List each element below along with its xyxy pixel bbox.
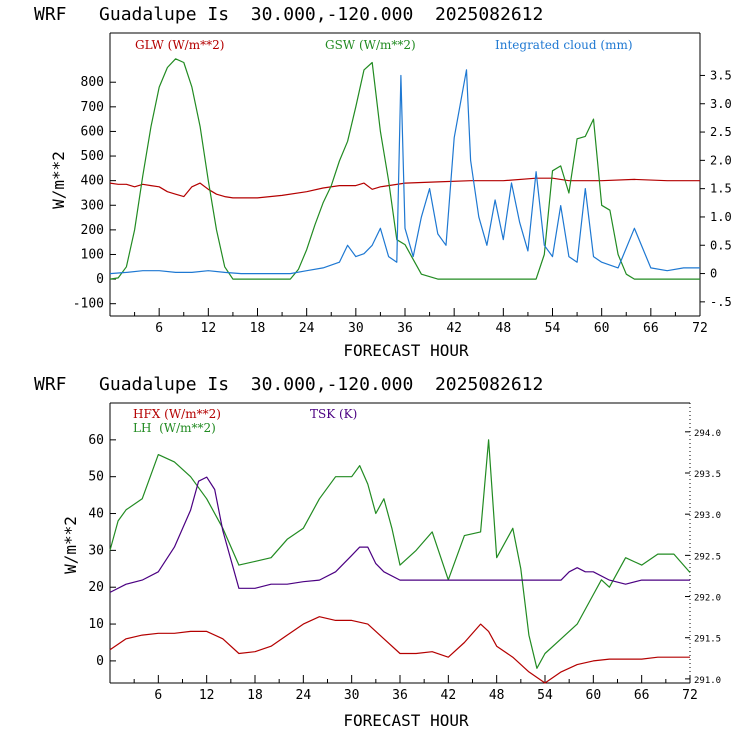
legend-tsk: TSK (K) xyxy=(310,407,357,421)
y-tick-label: 20 xyxy=(88,580,104,595)
series-line-0-1 xyxy=(109,58,700,280)
y2-tick-label: -.5 xyxy=(710,295,732,309)
y2-tick-label: 294.0 xyxy=(694,429,721,439)
x-tick-label: 60 xyxy=(594,321,610,336)
x-tick-label: 60 xyxy=(586,688,602,703)
y2-tick-label: 2.5 xyxy=(710,125,732,139)
top-chart-title: WRF Guadalupe Is 30.000,-120.000 2025082… xyxy=(34,4,543,25)
x-tick-label: 24 xyxy=(296,688,312,703)
y2-tick-label: 3.0 xyxy=(710,97,732,111)
legend-lh: LH (W/m**2) xyxy=(133,421,216,435)
x-tick-label: 12 xyxy=(199,688,215,703)
x-tick-label: 72 xyxy=(692,321,708,336)
y2-tick-label: 291.0 xyxy=(694,676,721,686)
bottom-y-axis-label: W/m**2 xyxy=(61,516,80,574)
x-tick-label: 72 xyxy=(682,688,698,703)
x-tick-label: 6 xyxy=(154,688,162,703)
x-tick-label: 66 xyxy=(643,321,659,336)
top-axes: 6 12 18 24 30 36 42 48 54 60 66 72 -100 0 100 200 300 400… xyxy=(73,32,732,336)
y-tick-label: 600 xyxy=(81,124,104,139)
legend-glw: GLW (W/m**2) xyxy=(135,38,224,52)
x-tick-label: 36 xyxy=(392,688,408,703)
x-tick-label: 42 xyxy=(441,688,457,703)
y2-tick-label: 0 xyxy=(710,267,717,281)
y2-tick-label: 1.0 xyxy=(710,210,732,224)
x-tick-label: 42 xyxy=(446,321,462,336)
y2-tick-label: 292.0 xyxy=(694,594,721,604)
bottom-chart-title: WRF Guadalupe Is 30.000,-120.000 2025082… xyxy=(34,374,543,395)
y2-tick-label: 293.5 xyxy=(694,470,721,480)
y-tick-label: 400 xyxy=(81,174,104,189)
y2-tick-label: 1.5 xyxy=(710,182,732,196)
x-tick-label: 12 xyxy=(201,321,217,336)
y-tick-label: 30 xyxy=(88,543,104,558)
y2-tick-label: 2.0 xyxy=(710,153,732,167)
y2-tick-label: 0.5 xyxy=(710,238,732,252)
x-tick-label: 48 xyxy=(496,321,512,336)
x-tick-label: 36 xyxy=(397,321,413,336)
y-tick-label: 500 xyxy=(81,149,104,164)
top-panel: WRF Guadalupe Is 30.000,-120.000 2025082… xyxy=(34,4,732,360)
x-tick-label: 66 xyxy=(634,688,650,703)
y2-tick-label: 292.5 xyxy=(694,552,721,562)
y-tick-label: 40 xyxy=(88,507,104,522)
y-tick-label: 800 xyxy=(81,75,104,90)
bottom-series-lines xyxy=(109,439,691,684)
x-tick-label: 18 xyxy=(250,321,266,336)
x-tick-label: 30 xyxy=(344,688,360,703)
y-tick-label: 200 xyxy=(81,223,104,238)
x-tick-label: 24 xyxy=(299,321,315,336)
x-tick-label: 30 xyxy=(348,321,364,336)
series-line-1-0 xyxy=(109,616,690,684)
y-tick-label: 0 xyxy=(96,272,104,287)
y2-tick-label: 3.5 xyxy=(710,68,732,82)
y-tick-label: 700 xyxy=(81,100,104,115)
x-tick-label: 48 xyxy=(489,688,505,703)
y-tick-label: 300 xyxy=(81,198,104,213)
y2-tick-label: 293.0 xyxy=(694,511,721,521)
series-line-1-2 xyxy=(109,476,690,593)
y2-tick-label: 291.5 xyxy=(694,635,721,645)
top-x-axis-label: FORECAST HOUR xyxy=(343,341,469,360)
legend-cloud: Integrated cloud (mm) xyxy=(495,38,633,52)
y-tick-label: 0 xyxy=(96,654,104,669)
y-tick-label: 10 xyxy=(88,617,104,632)
bottom-x-axis-label: FORECAST HOUR xyxy=(343,711,469,730)
series-line-0-0 xyxy=(109,177,700,199)
x-tick-label: 54 xyxy=(545,321,561,336)
x-tick-label: 54 xyxy=(537,688,553,703)
y-tick-label: 60 xyxy=(88,433,104,448)
legend-hfx: HFX (W/m**2) xyxy=(133,407,221,421)
legend-gsw: GSW (W/m**2) xyxy=(325,38,416,52)
y-tick-label: 50 xyxy=(88,470,104,485)
top-series-lines xyxy=(109,58,700,280)
top-y-axis-label: W/m**2 xyxy=(49,151,68,209)
x-tick-label: 18 xyxy=(247,688,263,703)
x-tick-label: 6 xyxy=(155,321,163,336)
bottom-panel: WRF Guadalupe Is 30.000,-120.000 2025082… xyxy=(34,374,721,730)
y-tick-label: 100 xyxy=(81,247,104,262)
series-line-0-2 xyxy=(109,69,700,275)
series-line-1-1 xyxy=(109,439,691,669)
bottom-axes: 6 12 18 24 30 36 42 48 54 60 66 72 0 10 20 30 40 50 60 291.… xyxy=(88,402,721,703)
y-tick-label: -100 xyxy=(73,297,104,312)
